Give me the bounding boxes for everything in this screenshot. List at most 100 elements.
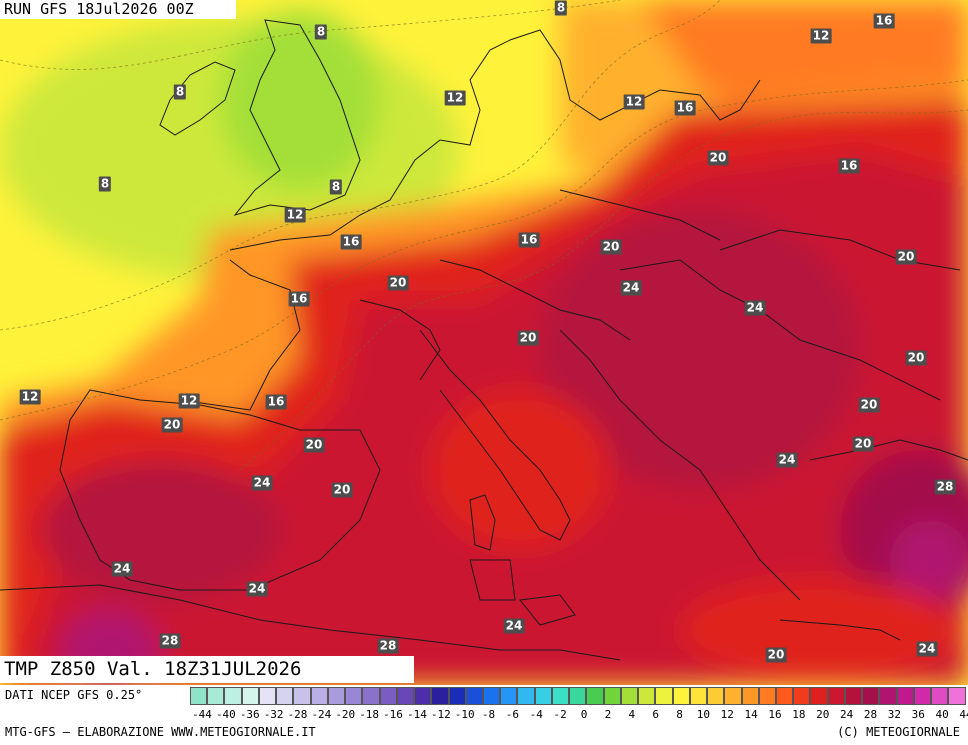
color-scale bbox=[190, 687, 966, 706]
temperature-map bbox=[0, 0, 968, 685]
scale-tick-label: -4 bbox=[529, 708, 543, 721]
isotherm-label: 16 bbox=[288, 291, 310, 307]
legend-swatch bbox=[793, 687, 811, 705]
scale-tick-label: -2 bbox=[553, 708, 567, 721]
scale-tick-label: -14 bbox=[406, 708, 427, 721]
scale-tick-label: -36 bbox=[239, 708, 260, 721]
isotherm-label: 8 bbox=[98, 176, 112, 192]
isotherm-label: 20 bbox=[707, 150, 729, 166]
legend-swatch bbox=[655, 687, 673, 705]
isotherm-label: 20 bbox=[765, 647, 787, 663]
scale-tick-label: 44 bbox=[959, 708, 968, 721]
isotherm-label: 12 bbox=[810, 28, 832, 44]
legend-swatch bbox=[345, 687, 363, 705]
legend-swatch bbox=[276, 687, 294, 705]
credit-left: MTG-GFS — ELABORAZIONE WWW.METEOGIORNALE… bbox=[5, 725, 316, 739]
scale-tick-label: -12 bbox=[430, 708, 451, 721]
isotherm-label: 24 bbox=[744, 300, 766, 316]
legend-swatch bbox=[707, 687, 725, 705]
legend-swatch bbox=[465, 687, 483, 705]
isotherm-label: 12 bbox=[19, 389, 41, 405]
scale-tick-label: 0 bbox=[580, 708, 588, 721]
legend-swatch bbox=[517, 687, 535, 705]
scale-tick-label: 18 bbox=[792, 708, 806, 721]
legend-swatch bbox=[775, 687, 794, 705]
scale-tick-label: 8 bbox=[676, 708, 683, 721]
scale-tick-label: -32 bbox=[263, 708, 284, 721]
isotherm-label: 24 bbox=[246, 581, 268, 597]
legend-swatch bbox=[913, 687, 932, 705]
legend-swatch bbox=[293, 687, 311, 705]
run-label: RUN GFS 18Jul2026 00Z bbox=[0, 0, 236, 19]
isotherm-label: 20 bbox=[858, 397, 880, 413]
legend-swatch bbox=[362, 687, 380, 705]
isotherm-label: 12 bbox=[623, 94, 645, 110]
isotherm-label: 8 bbox=[329, 179, 343, 195]
scale-tick-label: 16 bbox=[768, 708, 782, 721]
legend-swatch bbox=[931, 687, 949, 705]
isotherm-label: 8 bbox=[173, 84, 187, 100]
scale-tick-label: 2 bbox=[604, 708, 612, 721]
scale-tick-label: 20 bbox=[816, 708, 830, 721]
legend-swatch bbox=[724, 687, 742, 705]
coastlines bbox=[0, 19, 968, 661]
legend-swatch bbox=[862, 687, 880, 705]
data-source-label: DATI NCEP GFS 0.25° bbox=[5, 688, 143, 702]
scale-tick-label: -40 bbox=[215, 708, 236, 721]
isotherm-lines bbox=[0, 0, 968, 471]
legend-swatch bbox=[672, 687, 690, 705]
legend-swatch bbox=[448, 687, 466, 705]
isotherm-label: 20 bbox=[600, 239, 622, 255]
isotherm-label: 16 bbox=[265, 394, 287, 410]
legend-swatch bbox=[741, 687, 759, 705]
scale-tick-label: 10 bbox=[696, 708, 711, 721]
scale-tick-label: -44 bbox=[192, 708, 212, 721]
isotherm-label: 20 bbox=[852, 436, 874, 452]
scale-ticks: -44 -40 -36 -32 -28 -24 -20 -18 -16 -14 -12 -10 -8 -6… bbox=[190, 708, 968, 722]
legend-swatch bbox=[603, 687, 621, 705]
isotherm-label: 24 bbox=[776, 452, 798, 468]
isotherm-label: 24 bbox=[503, 618, 525, 634]
legend-swatch bbox=[896, 687, 914, 705]
legend-swatch bbox=[810, 687, 828, 705]
legend-swatch bbox=[327, 687, 346, 705]
isotherm-label: 20 bbox=[895, 249, 917, 265]
scale-tick-label: 14 bbox=[744, 708, 758, 721]
legend-swatch bbox=[241, 687, 259, 705]
isotherm-label: 20 bbox=[331, 482, 353, 498]
isotherm-label: 16 bbox=[518, 232, 540, 248]
scale-tick-label: 28 bbox=[863, 708, 878, 721]
legend-swatch bbox=[500, 687, 518, 705]
legend-swatch bbox=[190, 687, 208, 705]
isotherm-label: 8 bbox=[554, 0, 568, 16]
scale-tick-label: 36 bbox=[911, 708, 925, 721]
isotherm-label: 24 bbox=[620, 280, 642, 296]
legend-swatch bbox=[379, 687, 397, 705]
legend-swatch bbox=[431, 687, 449, 705]
scale-tick-label: 32 bbox=[887, 708, 902, 721]
legend-swatch bbox=[396, 687, 415, 705]
legend-swatch bbox=[258, 687, 277, 705]
scale-tick-label: -10 bbox=[454, 708, 475, 721]
isotherm-label: 12 bbox=[444, 90, 466, 106]
isotherm-label: 20 bbox=[161, 417, 183, 433]
isotherm-label: 8 bbox=[314, 24, 328, 40]
legend-swatch bbox=[689, 687, 708, 705]
map-canvas bbox=[0, 0, 968, 685]
isotherm-label: 20 bbox=[387, 275, 409, 291]
scale-tick-label: -18 bbox=[359, 708, 380, 721]
legend-swatch bbox=[948, 687, 966, 705]
legend-swatch bbox=[414, 687, 432, 705]
legend-swatch bbox=[827, 687, 845, 705]
isotherm-label: 16 bbox=[838, 158, 860, 174]
isotherm-label: 28 bbox=[159, 633, 181, 649]
legend-swatch bbox=[758, 687, 776, 705]
legend-swatch bbox=[224, 687, 242, 705]
legend-swatch bbox=[638, 687, 656, 705]
color-legend: DATI NCEP GFS 0.25° -44 -40 -36 -32 -28 -24 -2… bbox=[0, 685, 968, 745]
legend-swatch bbox=[586, 687, 604, 705]
scale-tick-label: -16 bbox=[383, 708, 403, 721]
credit-right: (C) METEOGIORNALE bbox=[837, 725, 960, 739]
isotherm-label: 12 bbox=[284, 207, 306, 223]
scale-tick-label: 24 bbox=[840, 708, 854, 721]
